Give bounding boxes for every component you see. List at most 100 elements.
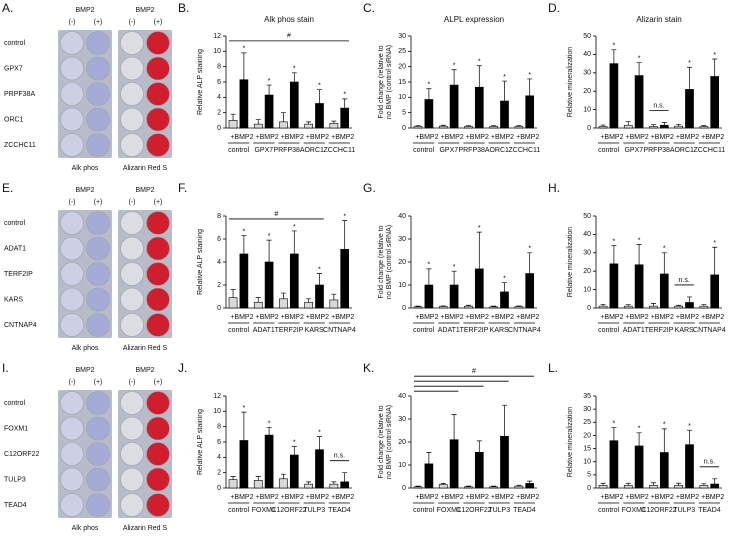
row-label: ADAT1 [4,245,26,252]
pos-label: (+) [154,379,163,386]
x-series-label: +BMP2 [331,314,354,321]
row-label: GPX7 [4,65,23,72]
row-label: TERF2IP [4,271,33,278]
y-tick-label: 8 [217,64,221,71]
y-tick-label: 4 [217,94,221,101]
bar [525,483,535,489]
panel-letter: F. [178,181,187,195]
error-bar [476,231,482,269]
error-bar [661,122,667,126]
error-bar [476,65,482,88]
bar [685,444,694,489]
significance-mark: * [318,83,321,90]
significance-mark: * [503,276,506,283]
bar [514,126,524,129]
bar [685,302,694,309]
bar [649,126,658,129]
x-tick-label: control [598,327,619,334]
x-series-label: +BMP2 [491,314,514,321]
well [120,262,144,286]
well [86,313,110,337]
error-bar [661,252,667,274]
y-tick-label: 25 [583,419,591,426]
x-tick-label: FOXM1 [622,507,646,514]
row-label: TULP3 [4,476,26,483]
x-tick-label: ADAT1 [623,327,645,334]
error-bar [291,446,297,456]
x-tick-label: KARS [305,327,324,334]
x-tick-label: TULP3 [488,507,510,514]
error-bar [241,411,247,441]
significance-mark: * [243,405,246,412]
well [146,467,170,492]
error-bar [712,478,718,485]
error-bar [491,485,497,487]
neg-label: (-) [69,379,76,386]
well [146,211,170,235]
error-bar [426,268,432,285]
significance-mark: * [428,82,431,89]
significance-mark: * [713,240,716,247]
y-tick-label: 0 [587,305,591,312]
x-series-label: +BMP2 [331,134,354,141]
y-tick-label: 5 [402,110,406,117]
well [86,107,110,132]
significance-mark: * [528,72,531,79]
bar [525,95,535,129]
well [60,236,84,261]
x-series-label: +BMP2 [491,134,514,141]
error-bar [701,304,707,307]
x-series-label: +BMP2 [600,314,623,321]
well [86,82,110,106]
significance-mark: * [343,213,346,220]
bar [289,253,299,309]
error-bar [465,125,471,127]
neg-label: (-) [129,19,136,26]
y-tick-label: 20 [583,88,591,95]
significance-mark: * [243,46,246,53]
panel-letter: B. [178,1,189,15]
x-tick-label: ADAT1 [438,327,460,334]
error-bar [280,112,286,122]
bar [329,299,339,309]
row-label: ORC1 [4,116,24,123]
x-series-label: +BMP2 [600,134,623,141]
significance-mark: * [293,439,296,446]
x-series-label: +BMP2 [306,134,329,141]
y-tick-label: 0 [217,485,221,492]
y-tick-label: 30 [398,236,406,243]
y-tick-label: 0 [217,125,221,132]
row-label: C12ORF22 [4,451,40,458]
bar [598,126,608,129]
y-tick-label: 6 [217,236,221,243]
x-tick-label: TEAD4 [328,507,351,514]
bar [634,75,644,129]
bar [239,79,249,129]
significance-mark: * [478,59,481,66]
significance-mark: * [638,237,641,244]
x-series-label: +BMP2 [230,494,253,501]
x-series-label: +BMP2 [441,134,464,141]
x-tick-label: TEAD4 [513,507,536,514]
bar [329,483,339,489]
x-tick-label: ORC1 [304,147,324,154]
well [146,133,170,157]
bar [674,485,683,489]
well [120,211,144,235]
panel-letter: J. [178,361,187,375]
x-series-label: +BMP2 [466,314,489,321]
y-tick-label: 2 [217,282,221,289]
error-bar [501,282,507,292]
bar [424,284,434,309]
x-tick-label: C12ORF22 [456,507,492,514]
error-bar [451,414,457,440]
error-bar [625,482,631,486]
bar [253,301,263,309]
bar [464,486,473,489]
bar [514,485,524,489]
bar [228,297,238,309]
well [60,391,84,415]
y-tick-label: 10 [398,282,406,289]
x-tick-label: control [598,147,619,154]
